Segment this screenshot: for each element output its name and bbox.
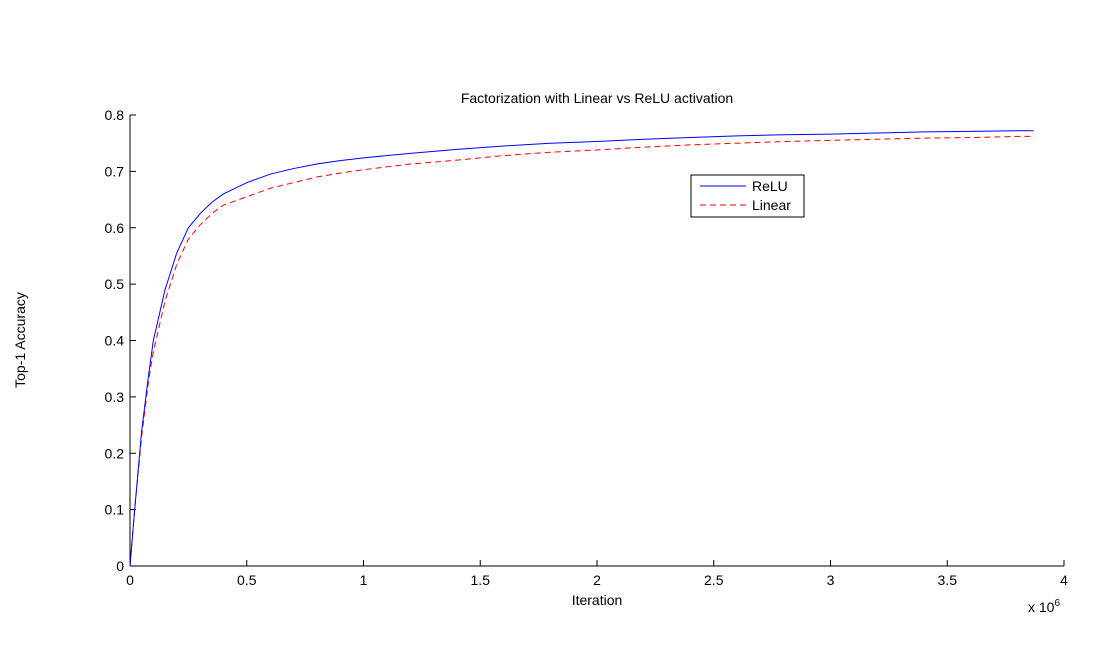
x-tick-label: 3.5	[938, 572, 958, 588]
x-axis-multiplier: x 106	[1028, 598, 1060, 615]
y-axis-label: Top-1 Accuracy	[12, 292, 28, 388]
legend: ReLU Linear	[690, 174, 805, 218]
y-tick-label: 0.6	[105, 220, 125, 236]
y-ticks: 0 0.1 0.2 0.3 0.4 0.5 0.6 0.7 0.8	[105, 107, 136, 574]
x-tick-label: 2	[593, 572, 601, 588]
x-axis-multiplier-base: x 10	[1028, 599, 1055, 615]
legend-label-relu: ReLU	[752, 178, 788, 194]
x-tick-label: 1	[360, 572, 368, 588]
plot-frame	[129, 115, 1064, 567]
x-tick-label: 2.5	[704, 572, 724, 588]
y-tick-label: 0.2	[105, 445, 125, 461]
y-tick-label: 0.3	[105, 389, 125, 405]
y-tick-label: 0.7	[105, 163, 125, 179]
legend-box	[690, 174, 805, 218]
legend-label-linear: Linear	[752, 197, 791, 213]
x-tick-label: 0.5	[237, 572, 257, 588]
series-line-linear	[129, 135, 1034, 567]
y-tick-label: 0.5	[105, 276, 125, 292]
x-ticks: 0 0.5 1 1.5 2 2.5 3 3.5 4	[126, 560, 1068, 588]
y-tick-label: 0.8	[105, 107, 125, 123]
series-line-relu	[129, 130, 1034, 567]
y-tick-label: 0.4	[105, 333, 125, 349]
x-axis-multiplier-exponent: 6	[1054, 598, 1060, 609]
x-tick-label: 4	[1060, 572, 1068, 588]
series-layer	[129, 130, 1034, 567]
y-tick-label: 0	[116, 558, 124, 574]
y-tick-label: 0.1	[105, 502, 125, 518]
x-tick-label: 0	[126, 572, 134, 588]
x-axis-label: Iteration	[572, 592, 623, 608]
x-tick-label: 3	[827, 572, 835, 588]
chart-title: Factorization with Linear vs ReLU activa…	[461, 90, 733, 106]
x-tick-label: 1.5	[471, 572, 491, 588]
